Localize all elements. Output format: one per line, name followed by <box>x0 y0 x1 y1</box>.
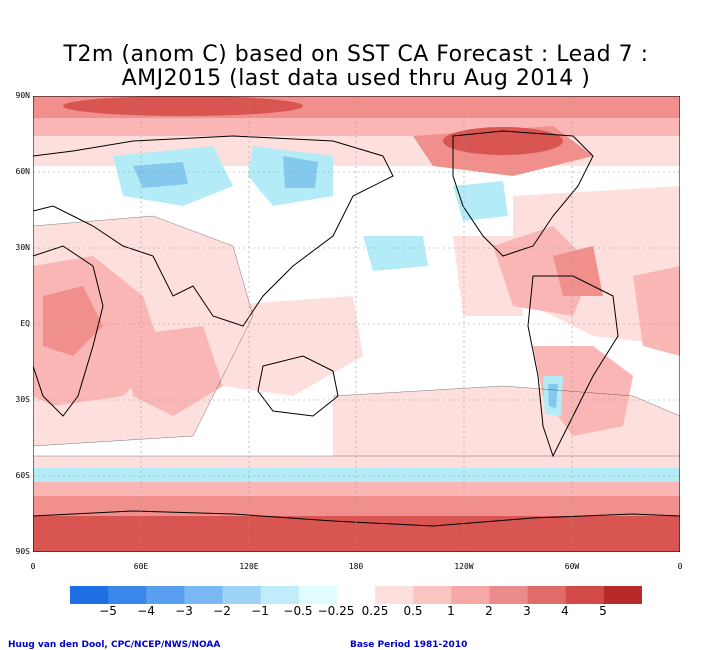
colorbar-label: 4 <box>561 604 569 618</box>
colorbar-segment <box>451 586 490 604</box>
credit-author: Huug van den Dool, CPC/NCEP/NWS/NOAA <box>8 640 221 650</box>
chart-title-line1: T2m (anom C) based on SST CA Forecast : … <box>63 42 649 67</box>
map-canvas <box>33 96 680 552</box>
lon-label-0-end: 0 <box>677 562 683 571</box>
colorbar-label: −5 <box>99 604 117 618</box>
lat-label-eq: EQ <box>20 319 30 328</box>
lat-label-30n: 30N <box>15 243 30 252</box>
lat-label-30s: 30S <box>15 395 30 404</box>
lat-label-60n: 60N <box>15 167 30 176</box>
lat-label-90s: 90S <box>15 547 30 556</box>
anomaly-fill-cool-mid <box>133 156 558 408</box>
colorbar-segment <box>336 586 376 604</box>
lon-label-60e: 60E <box>133 562 149 571</box>
colorbar-label: −4 <box>137 604 155 618</box>
chart-title-line2: AMJ2015 (last data used thru Aug 2014 ) <box>121 66 591 91</box>
colorbar-segment <box>184 586 224 604</box>
lat-label-90n: 90N <box>15 91 30 100</box>
lon-label-180: 180 <box>348 562 364 571</box>
lat-label-60s: 60S <box>15 471 30 480</box>
colorbar-segment <box>108 586 147 604</box>
colorbar-segment <box>489 586 529 604</box>
colorbar-label: 2 <box>485 604 493 618</box>
colorbar-segment <box>146 586 185 604</box>
colorbar-label: 0.5 <box>403 604 423 618</box>
lon-label-60w: 60W <box>564 562 580 571</box>
colorbar-label: −1 <box>251 604 269 618</box>
colorbar-segment <box>413 586 452 604</box>
colorbar-label: 5 <box>599 604 607 618</box>
colorbar-label: 0.25 <box>361 604 389 618</box>
colorbar-segment <box>222 586 262 604</box>
colorbar-label: −2 <box>213 604 231 618</box>
colorbar-label: −3 <box>175 604 193 618</box>
colorbar-segment <box>375 586 414 604</box>
coastlines <box>33 130 680 527</box>
colorbar-segment <box>260 586 300 604</box>
colorbar-label: −0.5 <box>283 604 313 618</box>
colorbar <box>70 586 642 604</box>
anomaly-map <box>33 96 680 552</box>
colorbar-label: 3 <box>523 604 531 618</box>
colorbar-label: −0.25 <box>317 604 355 618</box>
lon-label-0: 0 <box>30 562 36 571</box>
colorbar-label: 1 <box>447 604 455 618</box>
lon-label-120e: 120E <box>239 562 259 571</box>
grid-lines <box>33 96 680 552</box>
colorbar-segment <box>603 586 642 604</box>
colorbar-segment <box>298 586 338 604</box>
colorbar-segment <box>527 586 567 604</box>
lon-label-120w: 120W <box>454 562 474 571</box>
colorbar-segment <box>70 586 109 604</box>
credit-base-period: Base Period 1981-2010 <box>350 640 468 650</box>
colorbar-segment <box>565 586 605 604</box>
